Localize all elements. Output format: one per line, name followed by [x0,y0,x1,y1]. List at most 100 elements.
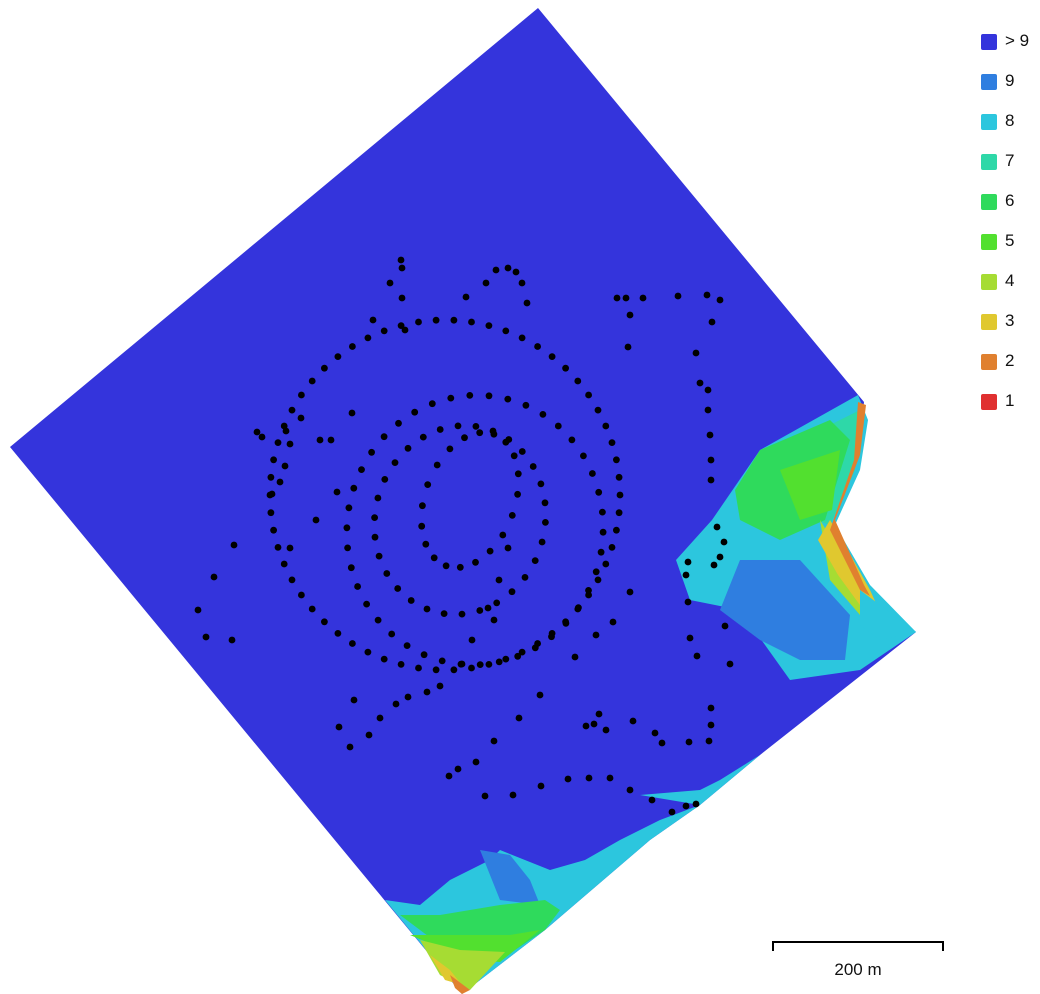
camera-dot [450,666,458,674]
camera-dot [476,661,484,668]
south-zone-blue [480,850,540,905]
camera-dot [495,658,503,666]
camera-dot [508,512,516,519]
camera-dot [446,445,454,453]
legend-label: 1 [1005,391,1015,410]
camera-dot [476,429,484,437]
camera-dot [602,560,610,568]
camera-dot [333,488,341,496]
camera-dot [450,316,458,324]
camera-dot [531,644,539,652]
camera-dot [539,411,547,418]
camera-dot [350,484,358,492]
camera-dot [392,700,400,708]
camera-dot [568,436,576,444]
camera-dot [608,544,616,551]
camera-dot [383,570,391,577]
camera-dot [595,710,603,718]
camera-dot [274,439,282,446]
camera-dot [504,264,512,272]
camera-dot [230,541,238,549]
camera-dot [537,782,545,790]
camera-dot [381,476,389,483]
camera-dot [472,558,479,566]
legend-swatch [981,314,997,330]
camera-dot [472,758,480,766]
camera-dot [270,456,277,464]
camera-dot [594,576,602,584]
legend-label: 5 [1005,231,1015,250]
east-zone-orange [830,402,870,596]
camera-dot [682,802,690,810]
camera-dot [388,630,396,638]
camera-dot [626,588,634,596]
camera-dot [380,433,388,441]
camera-dot [436,426,444,433]
camera-dot [380,327,388,335]
legend-swatch [981,34,997,50]
camera-dot [374,616,382,624]
camera-dot [554,422,562,430]
camera-dot [358,466,365,473]
camera-dot [562,619,570,627]
camera-dot [456,563,464,571]
camera-dot [490,616,498,624]
camera-dot [485,322,493,329]
camera-dot [334,353,342,360]
camera-dot [365,731,373,739]
camera-dot [495,576,503,584]
camera-dot [297,414,305,422]
camera-dot [493,599,501,607]
camera-dot [327,436,335,444]
camera-dot [476,607,484,614]
camera-dot [364,334,372,342]
camera-dot [298,591,305,599]
camera-dot [589,470,596,477]
camera-dot [274,544,282,551]
legend-label: 9 [1005,71,1015,90]
camera-dot [541,499,549,507]
camera-dot [523,299,531,307]
camera-dot [542,519,549,526]
camera-dot [592,631,600,639]
camera-dot [286,440,294,448]
camera-dot [529,463,537,470]
camera-dot [514,490,521,498]
camera-dot [391,459,399,466]
camera-dot [468,318,475,326]
camera-dot [428,400,436,408]
camera-dot [564,775,572,783]
camera-dot [613,456,620,464]
camera-dot [716,296,724,304]
camera-dot [510,452,518,460]
camera-dot [518,279,526,287]
camera-dot [403,642,411,649]
camera-dot [270,526,277,534]
camera-dot [415,318,422,326]
camera-dot [522,401,530,409]
south-zone-yellowgreen [420,940,505,990]
camera-dot [486,547,494,555]
camera-dot [599,508,606,516]
south-zone-lime [410,930,540,962]
camera-dot [514,470,522,478]
camera-dot [404,444,412,452]
camera-dot [537,480,545,488]
legend-label: 6 [1005,191,1015,210]
camera-dot [609,618,617,626]
camera-dot [521,574,529,581]
camera-dot [704,406,712,414]
camera-dot [321,618,328,626]
camera-dot [253,428,261,436]
camera-dot [707,476,715,484]
camera-dot [432,316,440,324]
camera-dot [349,640,356,647]
camera-dot [708,318,716,326]
camera-dot [445,772,453,780]
south-edge-overlap [385,805,700,994]
camera-dot [716,553,724,561]
camera-dot [599,528,607,536]
legend-label: 7 [1005,151,1015,170]
camera-dot [433,461,441,469]
camera-dot [415,664,422,672]
